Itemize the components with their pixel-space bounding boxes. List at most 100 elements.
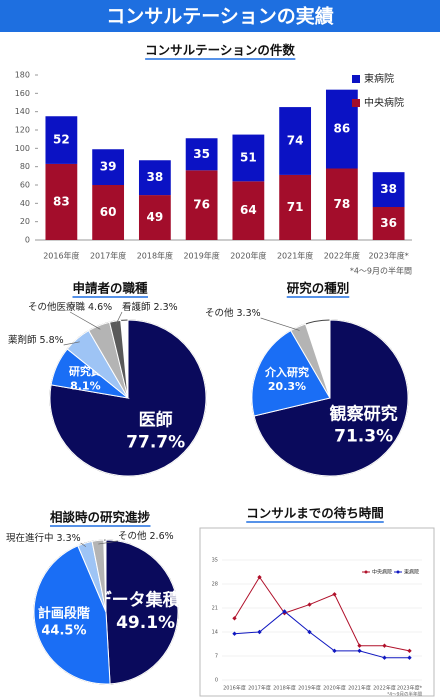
slice-value: 3.3% — [237, 308, 261, 319]
slice-label: 看護師 2.3% — [122, 301, 178, 313]
legend-marker — [364, 570, 368, 574]
bar-value-label: 38 — [147, 170, 164, 184]
line-marker — [357, 643, 362, 648]
x-tick-label: 2017年度 — [90, 251, 126, 261]
legend-label: 東病院 — [364, 72, 394, 85]
slice-name: 計画段階 — [38, 606, 90, 622]
y-tick-label: 40 — [20, 199, 30, 208]
bar-segment — [279, 174, 312, 240]
slice-value: 4.6% — [88, 302, 112, 313]
y-tick-label: 60 — [20, 181, 30, 190]
y-tick-label: 0 — [215, 678, 218, 684]
slice-label: その他医療職 4.6% — [28, 301, 112, 313]
slice-value: 20.3% — [268, 380, 306, 393]
bar-value-label: 76 — [193, 198, 210, 212]
bar-value-label: 38 — [380, 182, 397, 196]
y-tick-label: 100 — [15, 144, 30, 153]
bar-value-label: 78 — [334, 197, 351, 211]
line-series — [234, 610, 410, 659]
bar-segment — [372, 172, 405, 207]
x-tick-label: 2020年度 — [323, 685, 346, 692]
line-chart-frame — [199, 527, 435, 697]
slice-name: 介入研究 — [264, 365, 309, 379]
x-tick-label: 2018年度 — [273, 685, 296, 692]
y-tick-label: 7 — [215, 654, 218, 660]
pie-slice — [91, 539, 107, 613]
x-tick-label: 2021年度 — [277, 251, 313, 261]
bar-value-label: 71 — [287, 200, 304, 214]
bar-value-label: 39 — [100, 160, 117, 174]
slice-value: 3.3% — [57, 533, 81, 544]
line-marker — [382, 643, 387, 648]
chart-note: *4～9月の半年間 — [350, 266, 412, 276]
slice-value: 44.5% — [41, 623, 86, 638]
leader-line — [63, 341, 80, 346]
slice-value: 5.8% — [40, 335, 64, 346]
line-marker — [357, 648, 362, 654]
slice-name: 現在進行中 — [6, 532, 54, 544]
slice-value: 71.3% — [334, 427, 393, 447]
bar-value-label: 35 — [193, 147, 210, 161]
bar-value-label: 52 — [53, 133, 70, 147]
x-tick-label: 2019年度 — [298, 685, 321, 692]
header-bar — [0, 0, 440, 32]
x-tick-label: 2022年度 — [373, 685, 396, 692]
bar-value-label: 36 — [380, 216, 397, 230]
leader-line — [115, 311, 123, 326]
x-tick-label: 2016年度 — [43, 251, 79, 261]
line-marker — [257, 574, 262, 580]
pie-slice — [290, 323, 331, 399]
x-tick-label: 2019年度 — [183, 251, 219, 261]
bar-value-label: 64 — [240, 203, 257, 217]
bar-segment — [232, 181, 265, 240]
bar-segment — [279, 107, 312, 175]
line-marker — [332, 592, 337, 597]
y-tick-label: 160 — [15, 89, 30, 98]
y-tick-label: 180 — [15, 71, 30, 80]
legend-swatch — [352, 99, 360, 107]
slice-value: 2.6% — [150, 531, 174, 542]
slice-label: その他 3.3% — [205, 307, 261, 319]
pie-slice — [33, 545, 111, 685]
bar-segment — [138, 195, 171, 240]
chart-title: コンサルまでの待ち時間 — [246, 506, 384, 521]
chart-note: *4～9月の半年間 — [387, 691, 422, 698]
leader-line — [69, 311, 101, 330]
y-tick-label: 120 — [15, 126, 30, 135]
bar-value-label: 83 — [53, 194, 70, 208]
bar-value-label: 74 — [287, 134, 304, 148]
line-series — [234, 576, 410, 652]
slice-name: 医師 — [139, 410, 173, 431]
bar-segment — [92, 185, 125, 240]
x-tick-label: 2017年度 — [248, 685, 271, 692]
chart-title: 申請者の職種 — [72, 281, 148, 296]
y-tick-label: 28 — [212, 582, 218, 588]
bar-value-label: 49 — [147, 210, 164, 224]
slice-name: 看護師 — [122, 301, 151, 313]
leader-line — [80, 542, 87, 547]
bar-segment — [232, 134, 265, 182]
y-tick-label: 21 — [212, 606, 218, 612]
slice-label: 現在進行中 3.3% — [6, 532, 81, 544]
pie-slice — [49, 319, 207, 477]
y-tick-label: 35 — [212, 558, 218, 564]
legend-label: 東病院 — [404, 569, 419, 576]
bar-segment — [185, 138, 218, 171]
y-tick-label: 0 — [25, 236, 30, 245]
pie-slice — [105, 539, 179, 685]
y-tick-label: 14 — [212, 630, 218, 636]
x-tick-label: 2020年度 — [230, 251, 266, 261]
line-marker — [307, 629, 312, 635]
slice-name: 薬剤師 — [8, 334, 37, 346]
bar-segment — [45, 116, 78, 164]
line-marker — [382, 655, 387, 660]
slice-label: 薬剤師 5.8% — [8, 334, 64, 346]
bar-segment — [325, 168, 358, 240]
y-tick-label: 20 — [20, 217, 30, 226]
pie-slice — [253, 319, 409, 477]
x-tick-label: 2016年度 — [223, 685, 246, 692]
slice-name: その他 — [205, 307, 234, 319]
slice-value: 8.1% — [70, 379, 101, 392]
line-marker — [407, 655, 412, 660]
slice-value: 2.3% — [154, 302, 178, 313]
